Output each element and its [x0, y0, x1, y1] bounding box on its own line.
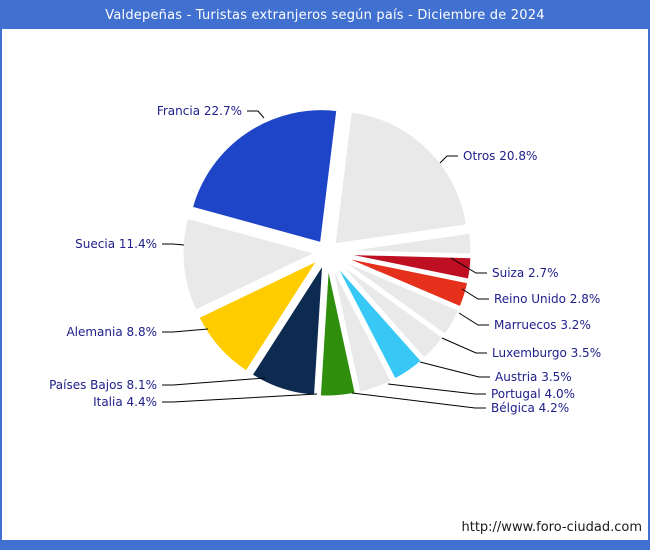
- pie-slice-francia: [189, 107, 340, 246]
- leader-line-paises-bajos: [162, 377, 266, 386]
- pie-slice-luxemburgo: [334, 255, 462, 338]
- leader-line-suecia: [162, 243, 185, 246]
- pie-label-luxemburgo: Luxemburgo 3.5%: [492, 346, 601, 360]
- pie-slice-reino-unido: [335, 251, 474, 282]
- pie-slice-suiza: [335, 230, 474, 257]
- leader-line-portugal: [387, 383, 486, 395]
- leader-line-marruecos: [458, 312, 489, 326]
- pie-label-reino-unido: Reino Unido 2.8%: [494, 292, 600, 306]
- pie-label-paises-bajos: Países Bajos 8.1%: [49, 378, 157, 392]
- pie-label-austria: Austria 3.5%: [495, 370, 572, 384]
- leader-line-austria: [419, 361, 490, 378]
- pie-label-marruecos: Marruecos 3.2%: [494, 318, 591, 332]
- pie-label-francia: Francia 22.7%: [157, 104, 242, 118]
- leader-line-belgica: [351, 392, 486, 409]
- leader-line-luxemburgo: [441, 337, 487, 354]
- leader-line-italia: [162, 393, 318, 403]
- pie-slice-belgica: [328, 259, 394, 395]
- pie-slice-otros: [332, 109, 470, 247]
- leader-line-francia: [247, 110, 265, 119]
- pie-label-italia: Italia 4.4%: [93, 395, 157, 409]
- chart-title: Valdepeñas - Turistas extranjeros según …: [105, 8, 545, 23]
- pie-label-suiza: Suiza 2.7%: [492, 266, 559, 280]
- pie-slice-marruecos: [335, 253, 471, 310]
- footer-bar: [2, 540, 648, 548]
- pie-label-belgica: Bélgica 4.2%: [491, 401, 569, 415]
- leader-line-suiza: [450, 257, 487, 274]
- leader-line-alemania: [162, 328, 209, 333]
- pie-slice-alemania: [196, 257, 322, 374]
- pie-label-portugal: Portugal 4.0%: [491, 387, 575, 401]
- leader-line-otros: [439, 155, 458, 164]
- pie-slice-portugal: [331, 258, 425, 382]
- pie-label-alemania: Alemania 8.8%: [66, 325, 157, 339]
- source-url: http://www.foro-ciudad.com: [461, 520, 642, 535]
- chart-title-bar: Valdepeñas - Turistas extranjeros según …: [2, 2, 648, 29]
- pie-slice-suecia: [180, 215, 319, 313]
- leader-line-reino-unido: [461, 288, 489, 300]
- pie-label-suecia: Suecia 11.4%: [75, 237, 157, 251]
- pie-label-otros: Otros 20.8%: [463, 149, 537, 163]
- pie-slice-paises-bajos: [249, 260, 326, 398]
- pie-slice-austria: [332, 257, 446, 361]
